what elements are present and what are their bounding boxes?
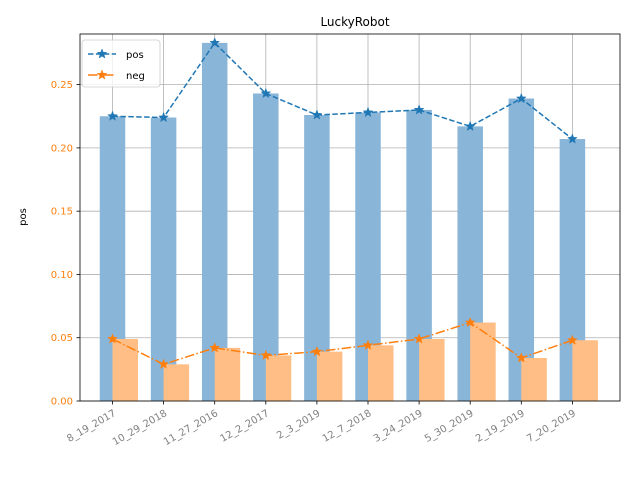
y-tick-label: 0.15	[51, 207, 73, 218]
neg-bar	[214, 347, 241, 401]
legend-swatch-marker	[96, 69, 108, 80]
neg-bar	[163, 364, 190, 401]
y-tick-label: 0.05	[51, 333, 73, 344]
neg-bar	[419, 338, 445, 401]
neg-bar	[316, 351, 343, 401]
neg-bar	[521, 357, 547, 401]
legend-swatch-marker	[96, 48, 108, 59]
y-tick-label: 0.00	[51, 397, 73, 408]
neg-point	[362, 339, 374, 350]
neg-point	[311, 345, 323, 357]
pos-point	[158, 111, 170, 123]
pos-bar	[508, 98, 535, 401]
neg-bar	[112, 338, 138, 401]
axes-frame	[79, 33, 621, 402]
pos-point	[413, 104, 425, 115]
pos-bar	[201, 42, 228, 402]
neg-point	[515, 352, 527, 363]
legend-box	[81, 39, 161, 88]
neg-point	[566, 334, 578, 345]
neg-bar	[265, 355, 292, 401]
pos-point	[566, 133, 578, 144]
pos-point	[311, 109, 323, 120]
legend-label: neg	[126, 71, 145, 82]
legend-label: pos	[126, 50, 144, 61]
pos-point	[107, 110, 118, 121]
neg-point	[158, 358, 170, 369]
y-tick-label: 0.10	[51, 270, 73, 281]
neg-point	[107, 333, 118, 344]
neg-point	[260, 349, 272, 361]
pos-point	[209, 37, 221, 48]
pos-series-line	[112, 41, 573, 140]
pos-point	[515, 92, 527, 104]
neg-bar	[572, 340, 598, 401]
y-tick-label: 0.20	[51, 143, 73, 154]
pos-point	[464, 120, 476, 132]
chart-title: LuckyRobot	[320, 15, 389, 29]
neg-point	[209, 342, 221, 353]
neg-point	[464, 316, 476, 328]
pos-point	[362, 106, 374, 118]
neg-series-line	[112, 321, 573, 366]
neg-point	[413, 333, 425, 344]
pos-bar	[150, 117, 177, 401]
neg-bar	[470, 322, 496, 401]
y-axis-label: pos	[18, 208, 29, 226]
neg-bar	[368, 345, 394, 401]
pos-point	[260, 87, 272, 99]
y-tick-label: 0.25	[51, 80, 73, 91]
